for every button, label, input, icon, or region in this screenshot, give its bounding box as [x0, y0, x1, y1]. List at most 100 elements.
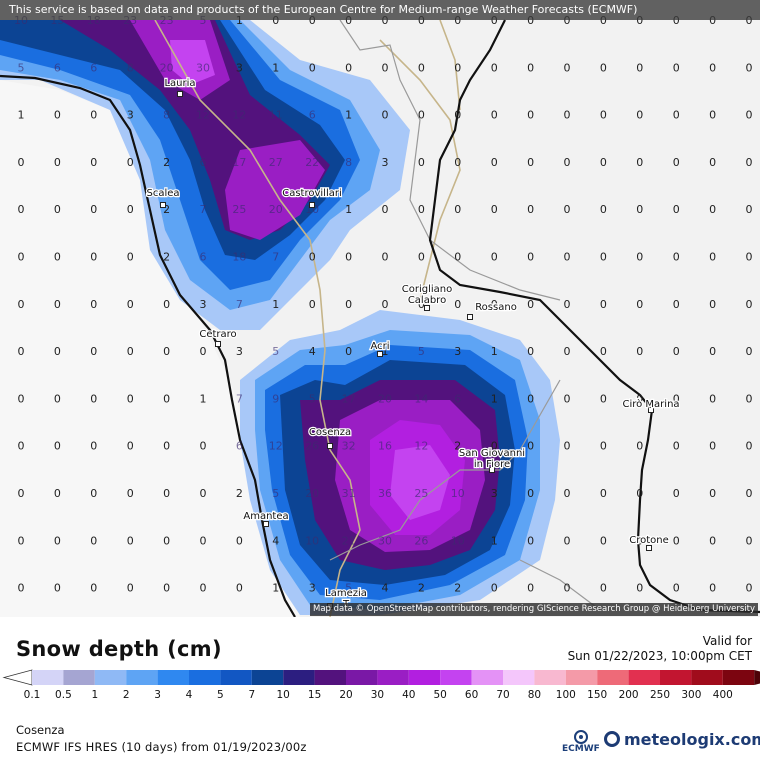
grid-value: 0 — [127, 534, 134, 547]
grid-value: 0 — [564, 534, 571, 547]
grid-value: 0 — [418, 156, 425, 169]
grid-value: 0 — [564, 582, 571, 595]
grid-value: 12 — [196, 109, 210, 122]
grid-value: 21 — [342, 534, 356, 547]
grid-value: 0 — [163, 582, 170, 595]
grid-value: 0 — [600, 298, 607, 311]
grid-value: 0 — [491, 109, 498, 122]
grid-value: 0 — [709, 487, 716, 500]
grid-value: 0 — [454, 298, 461, 311]
grid-value: 2 — [418, 582, 425, 595]
grid-value: 0 — [709, 392, 716, 405]
grid-value: 0 — [90, 156, 97, 169]
grid-value: 1 — [382, 345, 389, 358]
grid-value: 0 — [236, 534, 243, 547]
grid-value: 0 — [673, 298, 680, 311]
grid-value: 0 — [564, 14, 571, 27]
legend-swatch — [471, 670, 503, 685]
grid-value: 6 — [454, 392, 461, 405]
grid-value: 0 — [491, 61, 498, 74]
city-label: Lamezia — [325, 588, 367, 599]
grid-value: 0 — [709, 582, 716, 595]
grid-value: 0 — [527, 582, 534, 595]
grid-value: 1 — [491, 345, 498, 358]
grid-value: 0 — [90, 534, 97, 547]
grid-value: 0 — [491, 298, 498, 311]
grid-value: 0 — [564, 392, 571, 405]
grid-value: 0 — [54, 487, 61, 500]
meteologix-logo-text[interactable]: meteologix.com — [624, 730, 760, 749]
grid-value: 36 — [378, 487, 392, 500]
grid-value: 3 — [454, 345, 461, 358]
grid-value: 0 — [673, 109, 680, 122]
legend-label: 1 — [91, 689, 98, 700]
grid-value: 0 — [527, 109, 534, 122]
grid-value: 0 — [527, 345, 534, 358]
city-marker — [177, 91, 183, 97]
grid-value: 0 — [636, 14, 643, 27]
grid-value: 0 — [163, 534, 170, 547]
grid-value: 0 — [746, 203, 753, 216]
city-label: Acri — [370, 341, 389, 352]
ecmwf-banner: This service is based on data and produc… — [0, 0, 760, 20]
grid-value: 0 — [709, 203, 716, 216]
grid-value: 0 — [18, 298, 25, 311]
legend-swatch — [691, 670, 723, 685]
grid-value: 0 — [636, 582, 643, 595]
legend-swatch — [660, 670, 692, 685]
grid-value: 20 — [269, 203, 283, 216]
grid-value: 0 — [127, 251, 134, 264]
legend-label: 30 — [371, 689, 384, 700]
grid-value: 0 — [54, 345, 61, 358]
legend-label: 60 — [465, 689, 478, 700]
grid-value: 0 — [382, 298, 389, 311]
grid-value: 5 — [200, 14, 207, 27]
grid-value: 17 — [342, 392, 356, 405]
grid-value: 0 — [345, 61, 352, 74]
city-marker — [489, 467, 495, 473]
color-legend: 0.1 0.5 1 2 3 4 5 7 10 15 20 30 40 50 60 70 80 100 150 200 2… — [2, 669, 760, 700]
grid-value: 0 — [636, 345, 643, 358]
grid-value: 0 — [600, 61, 607, 74]
grid-value: 0 — [564, 109, 571, 122]
grid-value: 3 — [309, 582, 316, 595]
legend-swatch — [503, 670, 535, 685]
legend-swatch — [157, 670, 189, 685]
grid-value: 0 — [636, 203, 643, 216]
grid-value: 0 — [527, 392, 534, 405]
grid-value: 0 — [236, 582, 243, 595]
grid-value: 1 — [345, 203, 352, 216]
grid-value: 0 — [418, 203, 425, 216]
city-label: Castrovillari — [282, 188, 342, 199]
valid-date: Sun 01/22/2023, 10:00pm CET — [567, 649, 752, 663]
grid-value: 0 — [746, 440, 753, 453]
grid-value: 0 — [673, 251, 680, 264]
grid-value: 6 — [309, 109, 316, 122]
grid-value: 3 — [127, 109, 134, 122]
grid-value: 32 — [342, 440, 356, 453]
legend-swatch — [220, 670, 252, 685]
grid-value: 0 — [673, 14, 680, 27]
chart-title: Snow depth (cm) — [16, 637, 222, 661]
grid-value: 10 — [451, 487, 465, 500]
grid-value: 0 — [636, 487, 643, 500]
grid-value: 0 — [54, 109, 61, 122]
grid-value: 0 — [527, 534, 534, 547]
legend-swatch — [346, 670, 378, 685]
snow-depth-map[interactable]: 10 15 18 23 23 5 1 0 0 0 0 0 0 0 0 0 0 0 0 0 0 5 6 6 8 20 30 3 1 0 0 0 0… — [0, 0, 760, 617]
grid-value: 0 — [163, 345, 170, 358]
grid-value: 0 — [90, 109, 97, 122]
legend-label: 15 — [308, 689, 321, 700]
city-marker — [467, 314, 473, 320]
grid-value: 0 — [709, 534, 716, 547]
grid-value: 0 — [127, 392, 134, 405]
grid-value: 0 — [454, 14, 461, 27]
grid-value: 2 — [236, 487, 243, 500]
grid-value: 0 — [163, 487, 170, 500]
legend-label: 3 — [154, 689, 161, 700]
grid-value: 5 — [272, 487, 279, 500]
ecmwf-logo-icon — [574, 730, 588, 744]
grid-value: 0 — [564, 61, 571, 74]
grid-value: 1 — [272, 582, 279, 595]
grid-value: 0 — [491, 14, 498, 27]
